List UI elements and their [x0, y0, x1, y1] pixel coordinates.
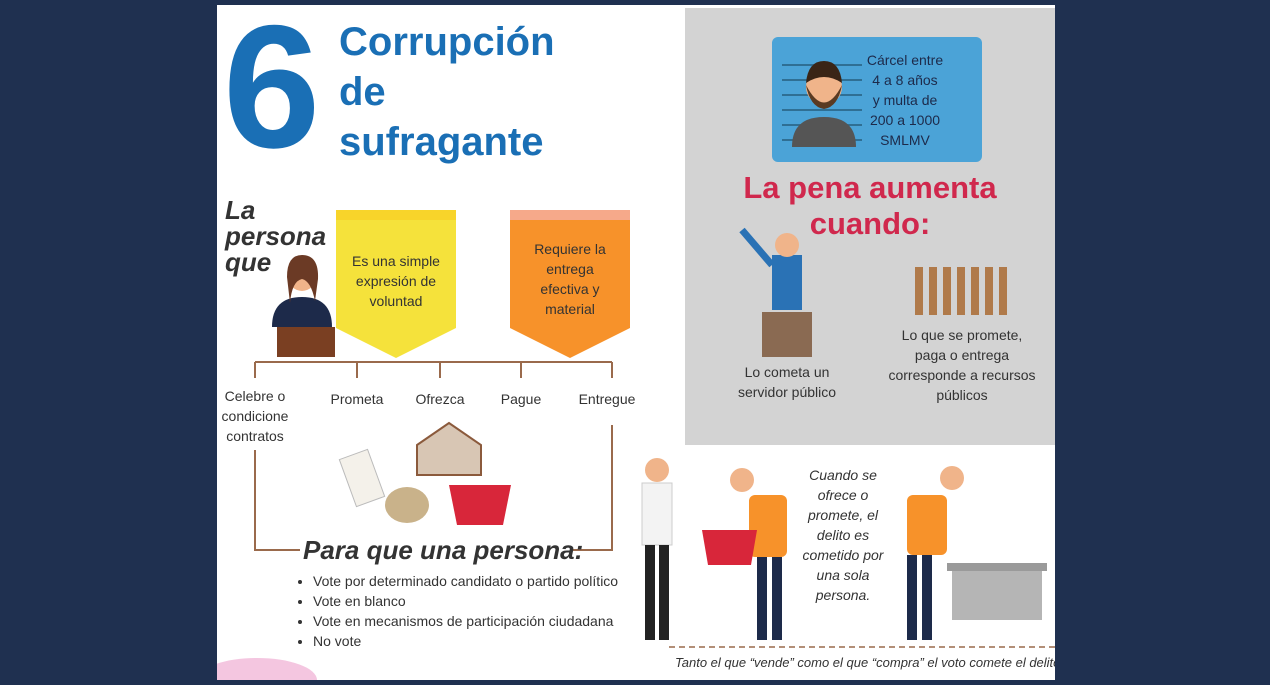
- orange-banner: [510, 210, 630, 358]
- subject-label: La persona que: [225, 197, 326, 275]
- verb: Pague: [471, 389, 571, 409]
- document: [338, 448, 386, 508]
- illustrations: [217, 8, 1055, 680]
- text-line: de: [339, 70, 386, 114]
- buyer: [702, 468, 787, 640]
- purpose-list: Vote por determinado candidato o partido…: [297, 571, 618, 651]
- text-line: que: [225, 247, 272, 277]
- text-line: Pague: [500, 391, 542, 407]
- text-line: corresponde a recursos: [888, 367, 1036, 383]
- text-line: Cuando se: [809, 467, 877, 483]
- speaker-head: [775, 233, 799, 257]
- prisoner-body: [792, 117, 856, 147]
- prisoner-hair: [806, 61, 842, 83]
- text-line: persona: [225, 221, 327, 251]
- condition-text: Es una simple expresión de voluntad: [336, 251, 456, 311]
- orange-banner-top: [510, 210, 630, 220]
- text-line: La pena aumenta: [743, 170, 997, 205]
- verb: Entregue: [557, 389, 657, 409]
- ballot-lid: [947, 563, 1047, 571]
- yellow-banner-top: [336, 210, 456, 220]
- text-line: Prometa: [330, 391, 384, 407]
- text-line: Celebre o: [224, 388, 286, 404]
- text-line: Es una simple: [352, 253, 440, 269]
- text-line: cuando:: [809, 206, 931, 241]
- verb: Celebre o condicione contratos: [217, 386, 305, 446]
- verb: Ofrezca: [390, 389, 490, 409]
- podium: [277, 327, 335, 357]
- text-line: ofrece o: [817, 487, 869, 503]
- note: Cuando se ofrece o promete, el delito es com…: [793, 465, 893, 605]
- penalty-text: Cárcel entre 4 a 8 años y multa de 200 a 10…: [772, 50, 982, 150]
- footer-note: Tanto el que “vende” como el que “compra…: [675, 655, 1055, 670]
- text-line: Requiere la: [534, 241, 606, 257]
- text-line: Lo que se promete,: [901, 327, 1023, 343]
- text-line: La: [225, 195, 256, 225]
- purpose-item: Vote en mecanismos de participación ciud…: [313, 611, 618, 631]
- house: [416, 421, 482, 476]
- text-line: Ofrezca: [415, 391, 465, 407]
- text-line: Lo cometa un: [744, 364, 830, 380]
- text-line: persona.: [815, 587, 871, 603]
- tree-lines: [254, 361, 613, 551]
- text-line: delito es: [816, 527, 870, 543]
- purpose-item: Vote en blanco: [313, 591, 618, 611]
- text-line: 200 a 1000: [869, 112, 941, 128]
- verb: Prometa: [307, 389, 407, 409]
- penalty-heading: La pena aumenta cuando:: [685, 170, 1055, 242]
- text-line: voluntad: [369, 293, 423, 309]
- speaker-body: [772, 255, 802, 310]
- speaker-podium: [762, 312, 812, 357]
- text-line: promete, el: [807, 507, 879, 523]
- text-line: una sola: [816, 567, 870, 583]
- condition-text: Requiere la entrega efectiva y material: [510, 239, 630, 319]
- purpose-item: Vote por determinado candidato o partido…: [313, 571, 618, 591]
- text-line: Entregue: [578, 391, 636, 407]
- seller: [641, 458, 673, 640]
- text-line: públicos: [936, 387, 988, 403]
- text-line: sufragante: [339, 120, 544, 164]
- purpose-title: Para que una persona:: [303, 535, 584, 565]
- penalty-case: Lo que se promete, paga o entrega correspo…: [877, 325, 1047, 405]
- basket: [449, 485, 511, 525]
- text-line: efectiva y: [540, 281, 600, 297]
- penalty-case: Lo cometa un servidor público: [707, 362, 867, 402]
- cloud: [217, 658, 317, 680]
- money-bag: [385, 487, 429, 523]
- purpose-item: No vote: [313, 631, 618, 651]
- text-line: 4 a 8 años: [872, 72, 938, 88]
- text-line: Corrupción: [339, 20, 555, 64]
- voter: [907, 466, 964, 640]
- yellow-banner: [336, 210, 456, 358]
- text-line: servidor público: [737, 384, 837, 400]
- text-line: Cárcel entre: [866, 52, 944, 68]
- speaker-arm: [739, 227, 775, 268]
- text-line: material: [545, 301, 595, 317]
- text-line: SMLMV: [880, 132, 930, 148]
- money-stacks: [915, 267, 1007, 315]
- text-line: expresión de: [355, 273, 437, 289]
- text-line: y multa de: [872, 92, 938, 108]
- text-line: condicione: [221, 408, 289, 424]
- text-line: paga o entrega: [914, 347, 1010, 363]
- woman-body: [272, 297, 332, 327]
- ballot-box: [952, 570, 1042, 620]
- infographic: 6 Corrupción de sufragante La persona que Es…: [217, 5, 1055, 680]
- section-title: Corrupción de sufragante: [339, 17, 555, 167]
- text-line: contratos: [226, 428, 284, 444]
- woman-hair: [287, 255, 319, 303]
- text-line: cometido por: [802, 547, 884, 563]
- prisoner-beard: [806, 85, 842, 109]
- text-line: entrega: [546, 261, 594, 277]
- section-number: 6: [223, 5, 321, 185]
